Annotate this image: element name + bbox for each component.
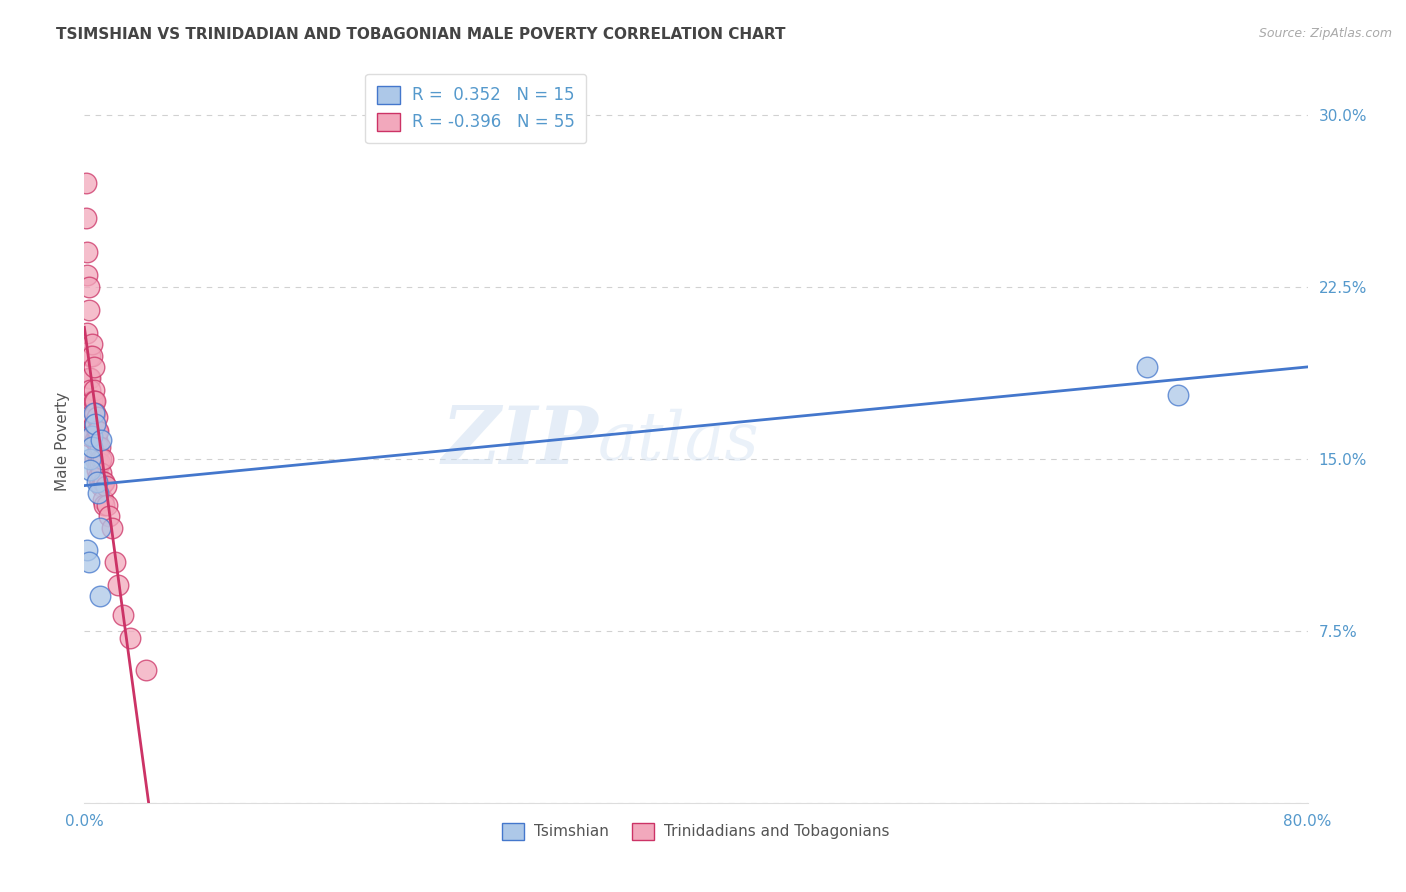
Point xyxy=(90,479,112,493)
Point xyxy=(80,394,103,409)
Point xyxy=(86,424,108,438)
Point xyxy=(77,279,100,293)
Point xyxy=(76,268,98,283)
Text: Source: ZipAtlas.com: Source: ZipAtlas.com xyxy=(1258,27,1392,40)
Point xyxy=(77,371,100,385)
Point xyxy=(87,486,110,500)
Legend: Tsimshian, Trinidadians and Tobagonians: Tsimshian, Trinidadians and Tobagonians xyxy=(496,817,896,846)
Point xyxy=(80,349,103,363)
Point xyxy=(87,440,110,454)
Point xyxy=(86,434,108,448)
Point xyxy=(83,359,105,374)
Point xyxy=(86,475,108,489)
Point xyxy=(84,406,107,420)
Point xyxy=(93,475,115,489)
Point xyxy=(89,590,111,604)
Point xyxy=(75,211,97,225)
Point xyxy=(84,417,107,432)
Point xyxy=(76,326,98,340)
Point xyxy=(83,383,105,397)
Point xyxy=(83,406,105,420)
Point xyxy=(111,607,134,622)
Text: TSIMSHIAN VS TRINIDADIAN AND TOBAGONIAN MALE POVERTY CORRELATION CHART: TSIMSHIAN VS TRINIDADIAN AND TOBAGONIAN … xyxy=(56,27,786,42)
Point xyxy=(96,498,118,512)
Point xyxy=(87,470,110,484)
Point xyxy=(86,463,108,477)
Point xyxy=(79,383,101,397)
Point xyxy=(89,456,111,470)
Point xyxy=(91,475,114,489)
Point xyxy=(1167,387,1189,401)
Point xyxy=(79,451,101,466)
Point xyxy=(93,498,115,512)
Point xyxy=(79,371,101,385)
Point xyxy=(80,440,103,454)
Point xyxy=(101,520,124,534)
Point xyxy=(91,493,114,508)
Point xyxy=(84,417,107,432)
Point xyxy=(80,429,103,443)
Point xyxy=(77,429,100,443)
Point xyxy=(89,475,111,489)
Point xyxy=(90,466,112,480)
Point xyxy=(84,394,107,409)
Point xyxy=(79,463,101,477)
Point xyxy=(77,302,100,317)
Text: atlas: atlas xyxy=(598,409,759,475)
Point xyxy=(94,479,117,493)
Point xyxy=(75,177,97,191)
Point xyxy=(90,451,112,466)
Point xyxy=(135,663,157,677)
Point xyxy=(87,456,110,470)
Point xyxy=(79,349,101,363)
Point xyxy=(84,434,107,448)
Point xyxy=(84,451,107,466)
Text: ZIP: ZIP xyxy=(441,403,598,480)
Point xyxy=(83,394,105,409)
Point xyxy=(97,509,120,524)
Point xyxy=(89,440,111,454)
Point xyxy=(76,245,98,260)
Point xyxy=(1136,359,1159,374)
Point xyxy=(80,337,103,351)
Point xyxy=(87,424,110,438)
Point xyxy=(107,578,129,592)
Y-axis label: Male Poverty: Male Poverty xyxy=(55,392,70,491)
Point xyxy=(77,555,100,569)
Point xyxy=(104,555,127,569)
Point xyxy=(80,429,103,443)
Point xyxy=(120,631,142,645)
Point xyxy=(91,451,114,466)
Point xyxy=(79,406,101,420)
Point xyxy=(90,434,112,448)
Point xyxy=(76,543,98,558)
Point xyxy=(83,417,105,432)
Point xyxy=(86,447,108,461)
Point xyxy=(86,410,108,425)
Point xyxy=(89,520,111,534)
